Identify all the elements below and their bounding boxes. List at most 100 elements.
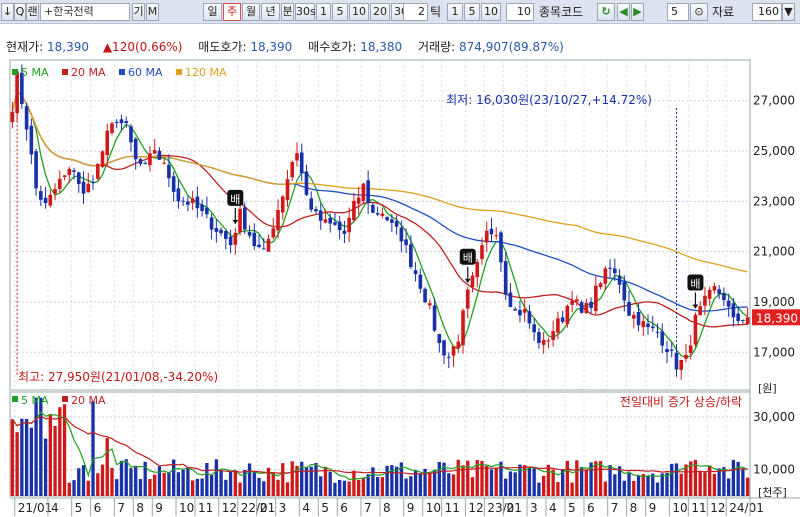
volume-bar-79 — [385, 465, 389, 496]
candle-body-25 — [129, 126, 133, 143]
candle-body-57 — [280, 196, 285, 213]
candle-0 — [10, 101, 15, 129]
period-button-5[interactable]: 30s — [295, 3, 316, 21]
volume-bar-153 — [736, 461, 740, 496]
volume-bar-8 — [48, 414, 52, 496]
search-icon[interactable]: Q — [14, 3, 26, 21]
legend-swatch-2 — [119, 69, 125, 75]
mode-button[interactable]: 랜 — [26, 3, 39, 21]
data-count-input[interactable]: 160 — [752, 3, 782, 21]
candle-144 — [693, 312, 698, 348]
code-dropdown-button[interactable]: ↓ — [1, 3, 14, 21]
candle-body-85 — [413, 270, 418, 275]
volume-bar-59 — [290, 461, 294, 496]
candle-body-34 — [171, 176, 176, 192]
volume-bar-21 — [110, 467, 114, 496]
volume-label: 거래량: — [418, 40, 456, 54]
x-tick-label-22: 23/01 — [487, 501, 522, 515]
gi-button[interactable]: 기 — [132, 3, 145, 21]
period-button-2[interactable]: 월 — [242, 3, 260, 21]
volume-bar-23 — [119, 460, 124, 496]
volume-bar-124 — [598, 461, 603, 496]
period-button-3[interactable]: 년 — [261, 3, 280, 21]
refresh-icon[interactable]: ↻ — [597, 3, 615, 21]
ask-price: 18,390 — [250, 40, 293, 54]
candle-41 — [205, 196, 209, 219]
candle-body-56 — [276, 210, 280, 231]
tick-option-1[interactable]: 5 — [464, 3, 480, 21]
volume-bar-103 — [499, 461, 503, 496]
tick-option-0[interactable]: 1 — [447, 3, 463, 21]
candle-139 — [669, 341, 674, 358]
stock-name-field[interactable]: +한국전력 — [40, 3, 130, 21]
volume-bar-45 — [224, 479, 228, 496]
volume-bar-2 — [20, 418, 24, 496]
period-button-0[interactable]: 일 — [203, 3, 222, 21]
volume-bar-131 — [632, 480, 636, 496]
candle-body-96 — [465, 289, 470, 309]
candle-150 — [722, 287, 726, 307]
volume-bar-133 — [641, 474, 645, 496]
candle-34 — [171, 171, 176, 202]
candle-101 — [489, 217, 494, 243]
candle-body-147 — [707, 289, 712, 299]
period-button-7[interactable]: 5 — [332, 3, 348, 21]
x-tick-label-13: 4 — [302, 501, 310, 515]
moving-average-lines — [11, 90, 748, 481]
candle-125 — [603, 266, 608, 291]
volume-bar-66 — [323, 466, 328, 496]
next-icon[interactable]: ▶ — [631, 3, 644, 21]
volume-bar-90 — [437, 462, 441, 496]
volume-bar-55 — [271, 472, 275, 496]
volume-bar-61 — [300, 461, 304, 496]
tick-option-2[interactable]: 10 — [481, 3, 501, 21]
candle-134 — [646, 314, 650, 335]
volume-bar-130 — [627, 473, 631, 496]
candle-33 — [167, 154, 171, 188]
period-button-6[interactable]: 1 — [316, 3, 331, 21]
candle-46 — [228, 229, 233, 254]
candle-92 — [446, 352, 451, 369]
clock-icon[interactable]: ⊙ — [690, 3, 708, 21]
candle-60 — [295, 142, 299, 167]
volume-bar-41 — [205, 462, 209, 496]
tick-count-input[interactable]: 2 — [403, 3, 428, 21]
m-button[interactable]: M — [146, 3, 159, 21]
period-button-9[interactable]: 20 — [370, 3, 390, 21]
volume-bar-145 — [698, 471, 702, 496]
candle-body-146 — [703, 295, 707, 306]
data-count-dropdown-icon[interactable]: ▼ — [782, 3, 795, 21]
candle-body-120 — [579, 302, 584, 313]
candle-122 — [589, 297, 593, 314]
candle-body-104 — [503, 261, 508, 295]
x-tick-label-27: 6 — [587, 501, 595, 515]
price-tick-label-3: 21,000 — [753, 245, 795, 259]
candle-body-36 — [181, 200, 185, 202]
period-button-4[interactable]: 분 — [281, 3, 294, 21]
candle-131 — [631, 311, 636, 329]
volume-bar-52 — [257, 477, 261, 496]
period-button-1[interactable]: 주 — [223, 3, 241, 21]
volume-bar-24 — [124, 459, 128, 496]
candle-body-31 — [157, 150, 162, 160]
candle-body-60 — [295, 153, 299, 161]
volume-bar-62 — [304, 466, 309, 496]
volume-bar-43 — [214, 459, 219, 496]
volume-bar-97 — [470, 477, 475, 496]
stock-chart[interactable]: 27,000 25,000 23,000 21,000 19,000 17,000 [원] 3… — [0, 58, 800, 517]
candle-body-63 — [309, 198, 314, 210]
candle-body-81 — [394, 221, 399, 227]
volume-bar-18 — [96, 473, 100, 496]
dividend-marker-arrowhead-0 — [232, 219, 239, 224]
candle-body-33 — [167, 164, 171, 179]
count-input[interactable]: 5 — [667, 3, 689, 21]
tick-input[interactable]: 10 — [506, 3, 534, 21]
volume-bar-95 — [461, 465, 465, 496]
period-button-8[interactable]: 10 — [349, 3, 369, 21]
candle-44 — [219, 227, 223, 236]
candle-body-27 — [138, 159, 143, 164]
volume-bar-34 — [171, 459, 176, 496]
prev-icon[interactable]: ◀ — [617, 3, 630, 21]
x-tick-label-9: 12 — [222, 501, 237, 515]
candle-9 — [53, 183, 57, 200]
